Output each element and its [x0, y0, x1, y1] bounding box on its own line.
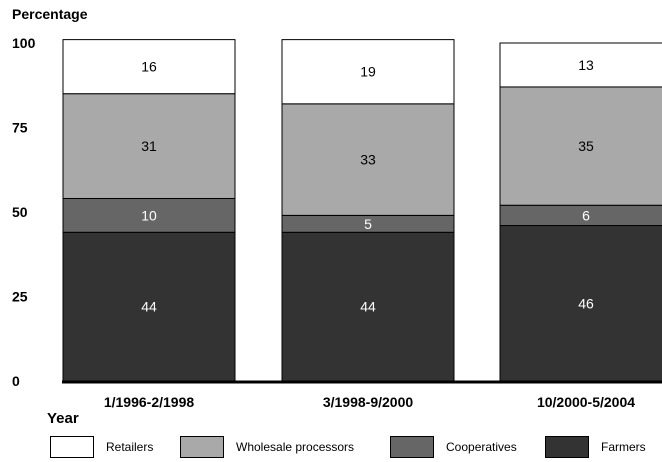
bar-segment-cooperatives-1: [62, 197, 236, 233]
legend-swatch-retailers: [50, 436, 94, 458]
category-label-3: 10/2000-5/2004: [537, 394, 635, 410]
bar-segment-wholesale-processors-3: [499, 86, 662, 206]
data-label-cooperatives-1: 10: [141, 207, 157, 223]
legend-label-farmers: Farmers: [601, 440, 646, 454]
legend-label-wholesale-processors: Wholesale processors: [236, 440, 355, 454]
legend-label-cooperatives: Cooperatives: [446, 440, 517, 454]
y-tick-label-25: 25: [12, 289, 28, 305]
y-tick-label-50: 50: [12, 204, 28, 220]
category-label-2: 3/1998-9/2000: [323, 394, 414, 410]
data-label-wholesale-processors-3: 35: [578, 138, 594, 154]
data-label-cooperatives-2: 5: [364, 216, 372, 232]
category-label-1: 1/1996-2/1998: [104, 394, 195, 410]
data-label-farmers-3: 46: [578, 295, 594, 311]
data-label-farmers-2: 44: [360, 299, 376, 315]
bar-segment-retailers-3: [499, 42, 662, 88]
legend-swatch-farmers: [545, 436, 589, 458]
bar-segment-wholesale-processors-2: [281, 103, 455, 216]
data-label-farmers-1: 44: [141, 299, 157, 315]
bar-segment-wholesale-processors-1: [62, 93, 236, 199]
data-label-retailers-1: 16: [141, 59, 157, 75]
legend-swatch-wholesale-processors: [180, 436, 224, 458]
legend-swatch-cooperatives: [390, 436, 434, 458]
y-tick-label-100: 100: [12, 35, 36, 51]
y-tick-label-75: 75: [12, 120, 28, 136]
x-axis-title: Year: [47, 410, 79, 427]
data-label-wholesale-processors-1: 31: [141, 138, 157, 154]
y-tick-label-0: 0: [12, 373, 20, 389]
bar-segment-cooperatives-3: [499, 204, 662, 227]
bar-segment-retailers-1: [62, 39, 236, 95]
data-label-cooperatives-3: 6: [582, 207, 590, 223]
data-label-wholesale-processors-2: 33: [360, 152, 376, 168]
data-label-retailers-2: 19: [360, 64, 376, 80]
y-axis-title: Percentage: [12, 6, 88, 22]
bar-segment-retailers-2: [281, 39, 455, 105]
legend-label-retailers: Retailers: [106, 440, 154, 454]
bar-segment-farmers-1: [62, 231, 236, 382]
data-label-retailers-3: 13: [578, 57, 594, 73]
